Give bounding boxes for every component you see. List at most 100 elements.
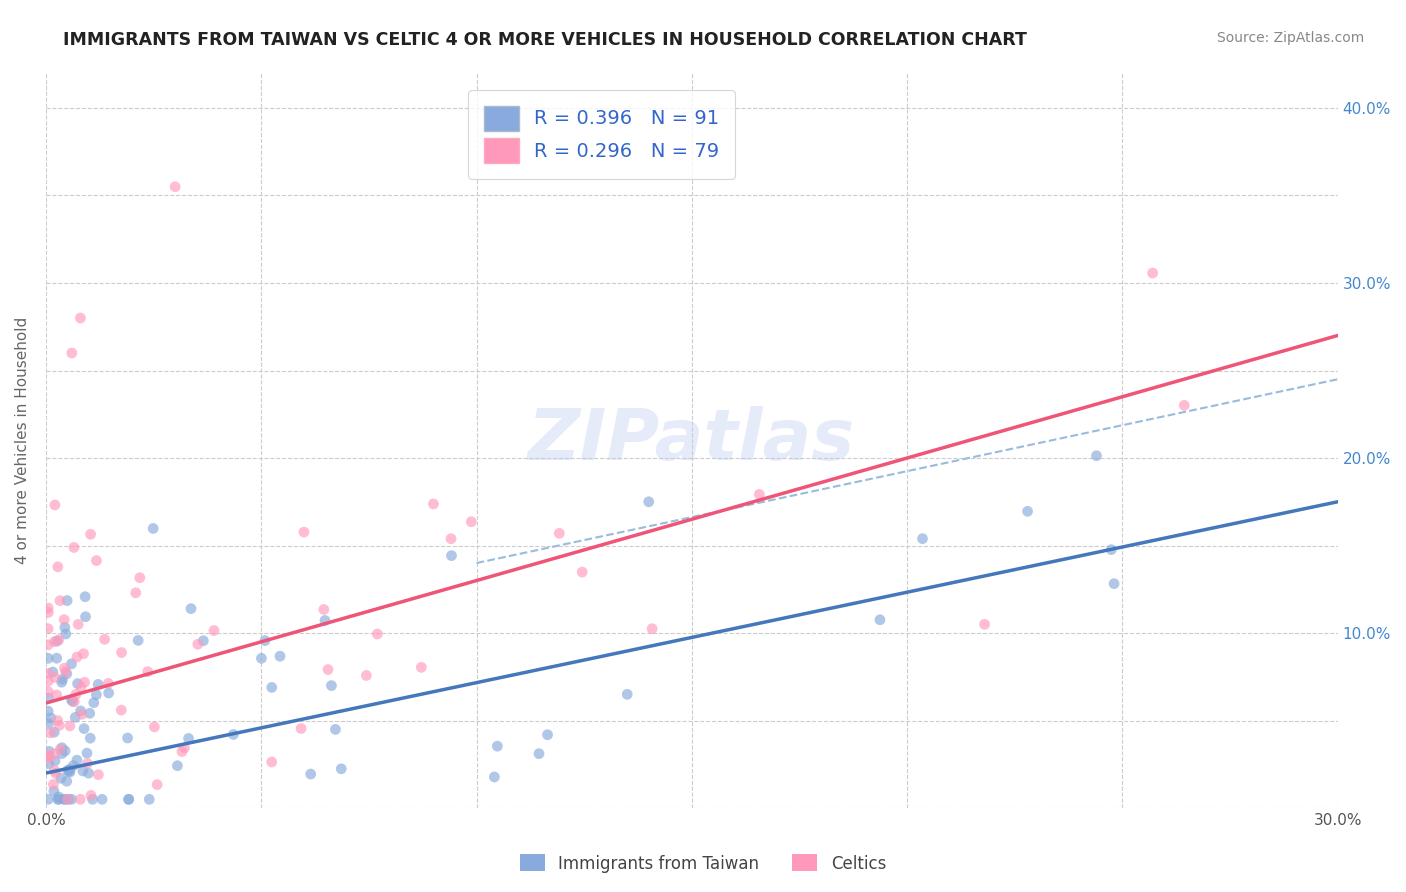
Point: [72, 647, 94, 661]
Point: [1173, 398, 1195, 412]
Point: [60, 692, 83, 706]
Point: [37, 606, 59, 620]
Point: [66, 650, 89, 665]
Text: IMMIGRANTS FROM TAIWAN VS CELTIC 4 OR MORE VEHICLES IN HOUSEHOLD CORRELATION CHA: IMMIGRANTS FROM TAIWAN VS CELTIC 4 OR MO…: [63, 31, 1028, 49]
Point: [39, 726, 62, 740]
Point: [177, 731, 200, 746]
Point: [110, 703, 132, 717]
Point: [117, 731, 139, 745]
Point: [460, 515, 482, 529]
Point: [173, 740, 195, 755]
Point: [80, 789, 103, 803]
Point: [260, 755, 283, 769]
Point: [118, 792, 141, 806]
Point: [46, 634, 69, 648]
Point: [869, 613, 891, 627]
Point: [62, 694, 84, 708]
Point: [70, 707, 93, 722]
Point: [37, 691, 59, 706]
Point: [38, 716, 60, 731]
Point: [79, 527, 101, 541]
Point: [1017, 504, 1039, 518]
Point: [73, 675, 96, 690]
Point: [170, 745, 193, 759]
Point: [44, 634, 66, 648]
Point: [1085, 449, 1108, 463]
Point: [53, 620, 76, 634]
Point: [93, 632, 115, 647]
Point: [55, 666, 77, 681]
Point: [312, 602, 335, 616]
Point: [46, 559, 69, 574]
Point: [66, 676, 89, 690]
Point: [69, 792, 91, 806]
Point: [411, 660, 433, 674]
Point: [165, 179, 187, 194]
Point: [65, 710, 87, 724]
Point: [53, 661, 76, 675]
Point: [37, 684, 59, 698]
Point: [65, 688, 87, 702]
Point: [548, 526, 571, 541]
Point: [51, 740, 73, 755]
Point: [63, 695, 86, 709]
Point: [60, 657, 83, 671]
Point: [325, 723, 347, 737]
Point: [51, 747, 73, 761]
Point: [616, 687, 638, 701]
Point: [76, 756, 98, 771]
Point: [292, 524, 315, 539]
Point: [316, 663, 339, 677]
Point: [125, 586, 148, 600]
Point: [330, 762, 353, 776]
Point: [44, 670, 66, 684]
Point: [67, 617, 90, 632]
Point: [356, 668, 378, 682]
Point: [260, 681, 283, 695]
Point: [55, 627, 77, 641]
Point: [128, 571, 150, 585]
Point: [37, 749, 59, 764]
Point: [58, 764, 80, 778]
Point: [142, 521, 165, 535]
Point: [69, 311, 91, 326]
Point: [37, 666, 59, 681]
Point: [59, 719, 82, 733]
Point: [911, 532, 934, 546]
Point: [299, 767, 322, 781]
Point: [97, 686, 120, 700]
Y-axis label: 4 or more Vehicles in Household: 4 or more Vehicles in Household: [15, 317, 30, 564]
Point: [76, 746, 98, 760]
Point: [73, 722, 96, 736]
Point: [58, 792, 80, 806]
Point: [63, 541, 86, 555]
Point: [87, 677, 110, 691]
Point: [45, 651, 67, 665]
Point: [37, 674, 59, 689]
Point: [62, 758, 84, 772]
Legend: R = 0.396   N = 91, R = 0.296   N = 79: R = 0.396 N = 91, R = 0.296 N = 79: [468, 90, 735, 179]
Point: [44, 498, 66, 512]
Point: [484, 770, 506, 784]
Point: [66, 753, 89, 767]
Point: [60, 792, 83, 806]
Point: [51, 673, 73, 687]
Point: [166, 758, 188, 772]
Point: [250, 651, 273, 665]
Point: [48, 789, 70, 804]
Point: [55, 665, 77, 679]
Point: [1102, 576, 1125, 591]
Point: [49, 742, 72, 756]
Point: [46, 714, 69, 728]
Point: [49, 593, 72, 607]
Point: [44, 763, 66, 777]
Point: [69, 704, 91, 718]
Point: [571, 565, 593, 579]
Legend: Immigrants from Taiwan, Celtics: Immigrants from Taiwan, Celtics: [513, 847, 893, 880]
Point: [637, 495, 659, 509]
Point: [56, 792, 79, 806]
Point: [48, 718, 70, 732]
Point: [60, 346, 83, 360]
Text: Source: ZipAtlas.com: Source: ZipAtlas.com: [1216, 31, 1364, 45]
Point: [222, 727, 245, 741]
